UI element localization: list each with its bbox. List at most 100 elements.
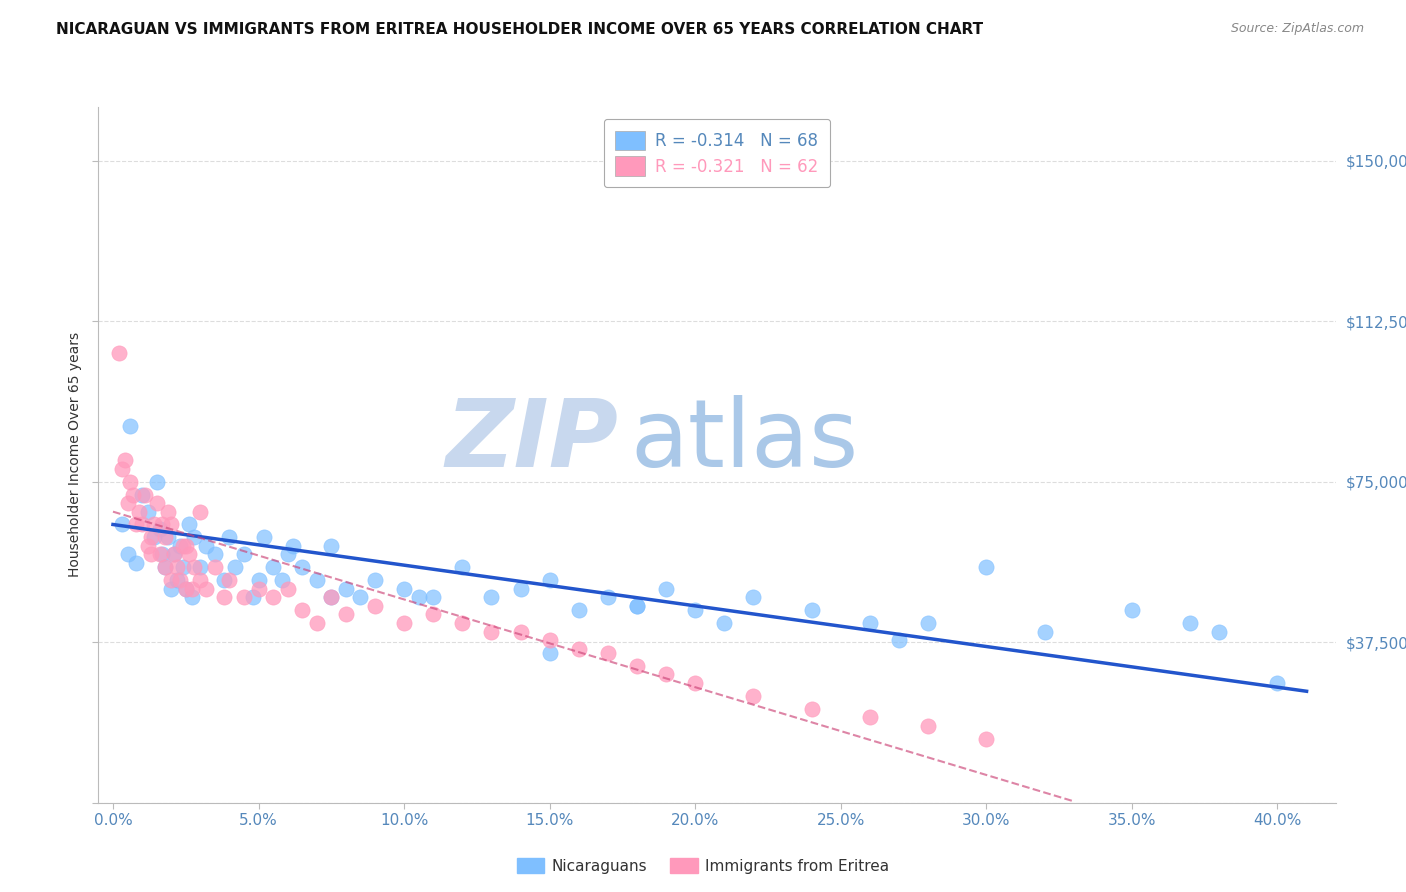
Point xyxy=(305,573,328,587)
Point xyxy=(422,591,444,605)
Point xyxy=(177,548,200,562)
Point xyxy=(451,560,474,574)
Point xyxy=(160,582,183,596)
Point xyxy=(142,517,165,532)
Point xyxy=(596,591,619,605)
Point xyxy=(169,539,191,553)
Point xyxy=(107,346,129,360)
Point xyxy=(538,573,561,587)
Text: Source: ZipAtlas.com: Source: ZipAtlas.com xyxy=(1230,22,1364,36)
Point xyxy=(335,607,357,622)
Point xyxy=(509,624,531,639)
Point xyxy=(291,560,314,574)
Point xyxy=(683,676,706,690)
Point xyxy=(128,505,150,519)
Point xyxy=(392,615,415,630)
Point xyxy=(163,548,186,562)
Point xyxy=(204,560,226,574)
Point xyxy=(174,582,197,596)
Point xyxy=(212,573,235,587)
Point xyxy=(155,560,177,574)
Text: atlas: atlas xyxy=(630,395,859,487)
Text: ZIP: ZIP xyxy=(446,395,619,487)
Point xyxy=(233,548,256,562)
Point xyxy=(392,582,415,596)
Point xyxy=(148,548,170,562)
Point xyxy=(166,560,188,574)
Point xyxy=(152,517,174,532)
Point xyxy=(1121,603,1143,617)
Point xyxy=(172,539,194,553)
Point xyxy=(253,530,276,544)
Point xyxy=(157,505,180,519)
Point xyxy=(142,530,165,544)
Point xyxy=(125,556,148,570)
Point xyxy=(125,517,148,532)
Point xyxy=(212,591,235,605)
Point xyxy=(148,522,170,536)
Point xyxy=(291,603,314,617)
Point xyxy=(218,530,240,544)
Point xyxy=(117,496,139,510)
Point xyxy=(166,573,188,587)
Point xyxy=(155,530,177,544)
Point xyxy=(800,603,823,617)
Point xyxy=(233,591,256,605)
Point xyxy=(117,548,139,562)
Point xyxy=(321,591,343,605)
Point xyxy=(800,701,823,715)
Point xyxy=(177,517,200,532)
Point xyxy=(321,591,343,605)
Point xyxy=(408,591,430,605)
Point xyxy=(145,496,167,510)
Point xyxy=(626,599,648,613)
Point xyxy=(335,582,357,596)
Point xyxy=(195,582,218,596)
Point xyxy=(163,548,186,562)
Point xyxy=(136,539,159,553)
Y-axis label: Householder Income Over 65 years: Householder Income Over 65 years xyxy=(67,333,82,577)
Point xyxy=(1267,676,1289,690)
Point xyxy=(655,582,678,596)
Point xyxy=(596,646,619,660)
Point xyxy=(270,573,292,587)
Point xyxy=(277,548,299,562)
Point xyxy=(131,517,153,532)
Point xyxy=(262,591,284,605)
Point xyxy=(1208,624,1230,639)
Point xyxy=(174,539,197,553)
Point xyxy=(283,539,305,553)
Point xyxy=(742,689,765,703)
Point xyxy=(1033,624,1056,639)
Point xyxy=(160,517,183,532)
Text: NICARAGUAN VS IMMIGRANTS FROM ERITREA HOUSEHOLDER INCOME OVER 65 YEARS CORRELATI: NICARAGUAN VS IMMIGRANTS FROM ERITREA HO… xyxy=(56,22,983,37)
Point xyxy=(218,573,240,587)
Point xyxy=(451,615,474,630)
Point xyxy=(321,539,343,553)
Point xyxy=(887,633,910,648)
Point xyxy=(859,710,882,724)
Point xyxy=(917,615,939,630)
Point xyxy=(183,530,205,544)
Point xyxy=(139,530,162,544)
Point xyxy=(481,591,503,605)
Point xyxy=(204,548,226,562)
Point xyxy=(224,560,246,574)
Point xyxy=(180,591,202,605)
Point xyxy=(180,582,202,596)
Legend: R = -0.314   N = 68, R = -0.321   N = 62: R = -0.314 N = 68, R = -0.321 N = 62 xyxy=(603,119,831,187)
Point xyxy=(683,603,706,617)
Point xyxy=(136,505,159,519)
Point xyxy=(538,633,561,648)
Point xyxy=(169,573,191,587)
Point xyxy=(247,573,270,587)
Point xyxy=(364,573,387,587)
Point xyxy=(742,591,765,605)
Point xyxy=(277,582,299,596)
Point xyxy=(139,548,162,562)
Point xyxy=(481,624,503,639)
Point xyxy=(195,539,218,553)
Point xyxy=(188,573,211,587)
Point xyxy=(626,599,648,613)
Point xyxy=(152,548,174,562)
